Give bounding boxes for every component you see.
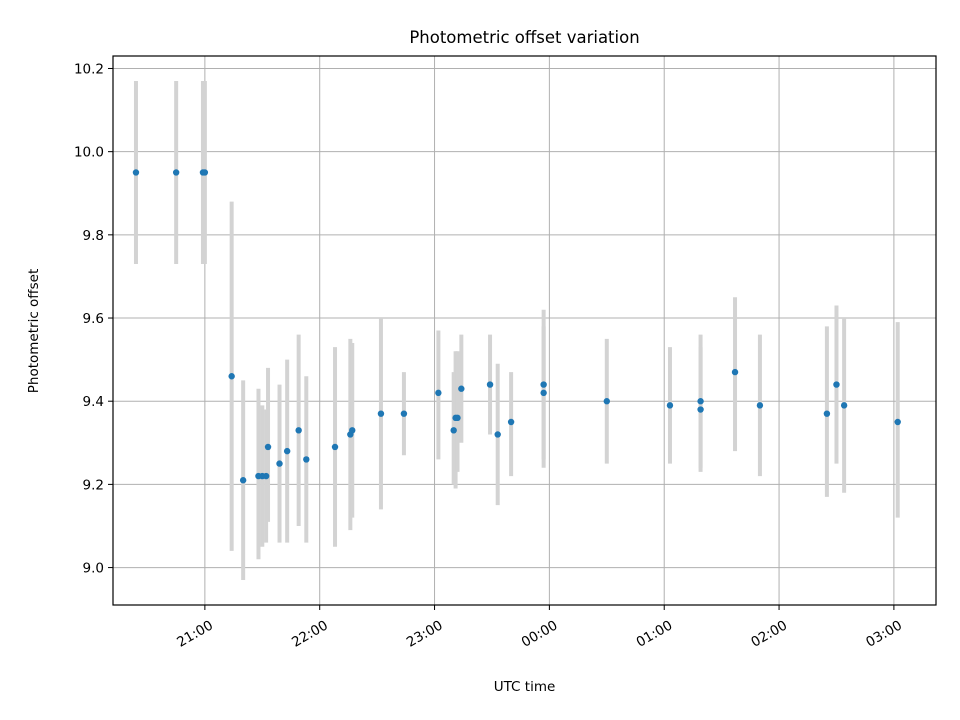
data-point (458, 385, 465, 392)
data-point (172, 169, 180, 176)
data-point (228, 373, 235, 380)
y-axis-label: Photometric offset (26, 269, 42, 393)
data-point (450, 427, 457, 434)
data-point (303, 456, 310, 463)
y-tick-label: 10.2 (74, 61, 104, 77)
data-point (540, 389, 547, 397)
y-axis: 9.0 9.2 9.4 9.6 9.8 10.0 10.2 (74, 61, 113, 577)
grid (113, 56, 936, 605)
y-tick-label: 10.0 (74, 145, 104, 161)
data-point (666, 402, 674, 409)
data-point (264, 443, 272, 451)
data-point (377, 410, 385, 417)
y-tick-label: 9.6 (83, 311, 104, 327)
data-point (239, 477, 247, 484)
data-point (331, 443, 339, 451)
x-axis-label: UTC time (494, 679, 556, 695)
data-point (262, 472, 270, 480)
data-point (349, 427, 356, 434)
data-point (540, 381, 547, 388)
data-point (697, 398, 704, 405)
data-point (756, 402, 764, 409)
data-point (276, 460, 283, 467)
data-point (486, 381, 494, 388)
data-point (894, 418, 901, 426)
data-point (201, 169, 209, 176)
chart-title: Photometric offset variation (409, 28, 639, 47)
data-point (435, 389, 442, 397)
data-point (400, 410, 408, 417)
data-markers (132, 169, 901, 484)
data-point (454, 414, 461, 422)
data-point (603, 398, 610, 405)
data-point (283, 447, 291, 455)
data-point (697, 406, 704, 413)
data-point (507, 418, 515, 426)
y-tick-label: 9.0 (83, 561, 104, 577)
data-point (840, 402, 848, 409)
data-point (494, 431, 501, 438)
data-point (823, 410, 831, 417)
plot-frame (112, 55, 937, 606)
data-point (132, 169, 140, 176)
data-point (731, 368, 739, 376)
y-tick-label: 9.4 (83, 394, 104, 410)
data-point (833, 381, 840, 388)
data-point (295, 427, 302, 434)
y-tick-label: 9.8 (83, 228, 104, 244)
y-tick-label: 9.2 (83, 477, 104, 493)
